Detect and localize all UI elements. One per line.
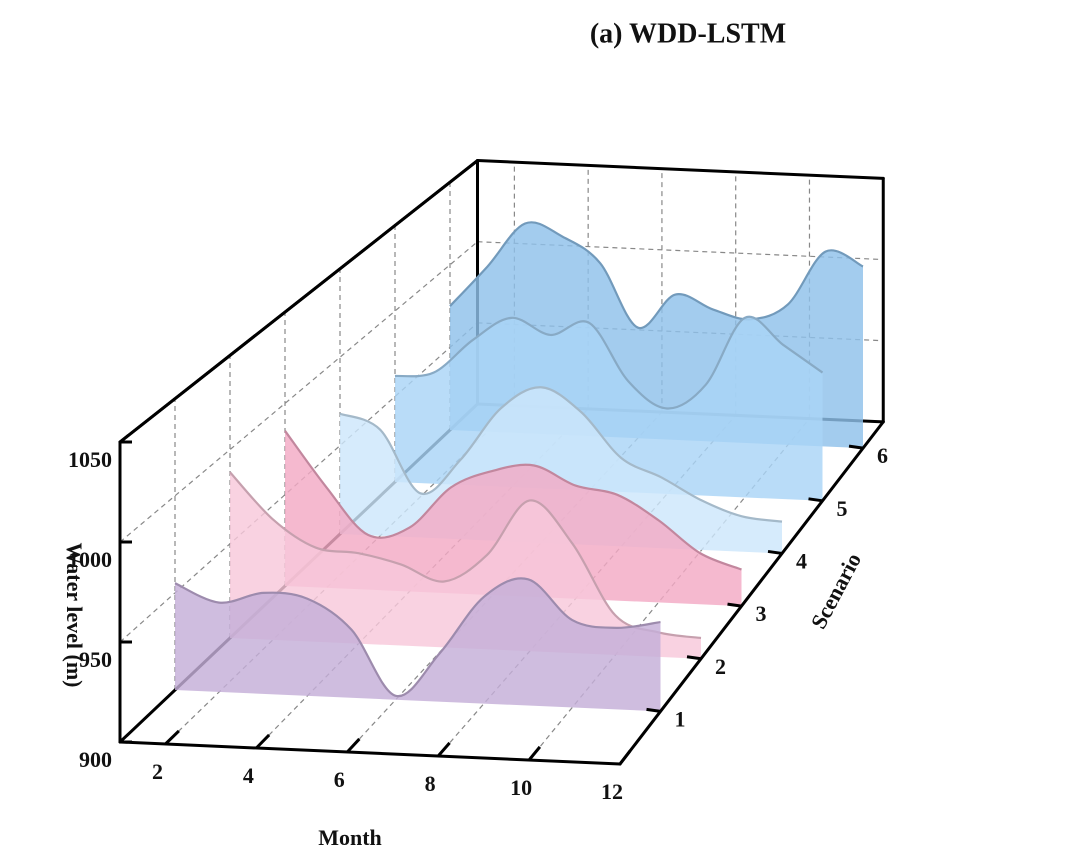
z-axis-label: Water level (m)	[62, 543, 87, 688]
ridge-line	[449, 221, 864, 329]
x-tick	[164, 729, 180, 746]
x-tick-label: 8	[425, 771, 436, 796]
ridge-line	[339, 386, 783, 523]
chart-title: (a) WDD-LSTM	[590, 18, 786, 49]
depth-tick-label: 4	[796, 548, 807, 573]
ridge-line	[284, 430, 742, 571]
x-axis-label: Month	[318, 825, 382, 850]
x-tick	[618, 749, 632, 765]
depth-tick	[808, 497, 823, 503]
x-tick-label: 10	[510, 775, 532, 800]
depth-tick	[686, 655, 702, 661]
depth-tick	[646, 707, 661, 713]
x-tick	[437, 741, 451, 757]
z-tick-label: 1050	[68, 447, 112, 472]
box-edge	[618, 420, 885, 766]
x-tick	[527, 745, 542, 761]
ridge-line	[394, 315, 824, 410]
z-tick-label: 1000	[68, 547, 112, 572]
depth-tick-label: 5	[837, 496, 848, 521]
x-tick	[255, 733, 271, 750]
depth-tick	[767, 549, 783, 555]
x-tick-label: 2	[152, 759, 163, 784]
depth-tick-label: 1	[675, 706, 686, 731]
grid-line	[119, 241, 478, 543]
x-tick-label: 6	[334, 767, 345, 792]
ridge-line	[174, 577, 661, 698]
ridge-line	[229, 471, 702, 640]
x-tick-label: 12	[601, 779, 623, 804]
x-tick	[346, 737, 361, 754]
depth-tick-label: 2	[715, 654, 726, 679]
ridges	[174, 221, 864, 712]
depth-tick	[848, 444, 864, 450]
box-edge	[118, 740, 622, 766]
ridge-area	[175, 578, 661, 712]
ridge-area	[230, 472, 701, 659]
x-tick-label: 4	[243, 763, 254, 788]
depth-axis-label: Scenario	[806, 549, 867, 633]
z-tick-label: 900	[79, 747, 112, 772]
z-tick-label: 950	[79, 647, 112, 672]
box-edge	[476, 159, 885, 180]
box-edge	[118, 159, 479, 444]
depth-tick	[727, 602, 742, 608]
depth-tick-label: 6	[877, 443, 888, 468]
depth-tick-label: 3	[756, 601, 767, 626]
